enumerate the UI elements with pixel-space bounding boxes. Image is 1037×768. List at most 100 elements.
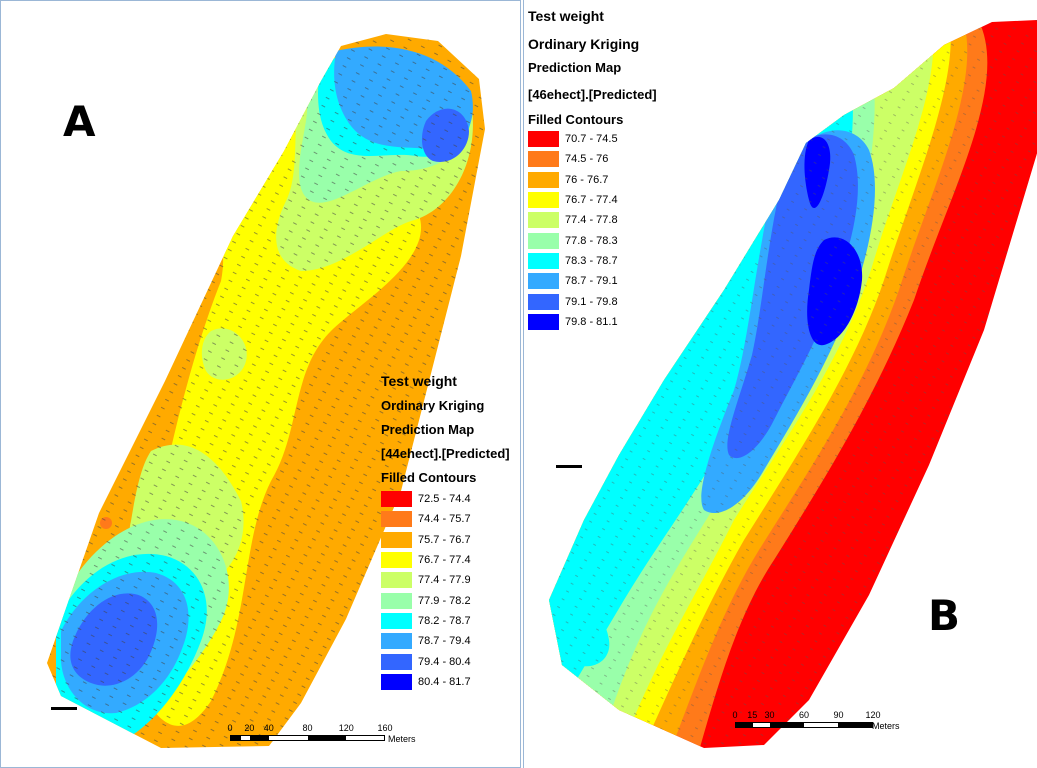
scale-tick-label: 0 bbox=[732, 710, 738, 720]
legend-class-item: 77.4 - 77.9 bbox=[381, 570, 510, 590]
legend-class-label: 70.7 - 74.5 bbox=[565, 133, 618, 146]
map-panel-b: Test weight Ordinary Kriging Prediction … bbox=[523, 0, 1037, 768]
legend-class-item: 78.7 - 79.1 bbox=[528, 271, 657, 291]
legend-swatch bbox=[528, 131, 559, 148]
scale-unit: Meters bbox=[872, 721, 900, 731]
legend-class-item: 74.5 - 76 bbox=[528, 149, 657, 169]
panel-label-b: B bbox=[928, 591, 961, 640]
legend-map-type: Prediction Map bbox=[528, 60, 622, 75]
scale-tick-label: 120 bbox=[865, 710, 881, 720]
legend-swatch bbox=[381, 531, 412, 548]
legend-class-item: 76 - 76.7 bbox=[528, 170, 657, 190]
legend-class-label: 78.7 - 79.4 bbox=[418, 635, 471, 648]
scale-tick-label: 0 bbox=[227, 723, 233, 733]
legend-swatch bbox=[528, 232, 559, 249]
legend-swatch bbox=[381, 653, 412, 670]
legend-swatch bbox=[528, 293, 559, 310]
legend-class-item: 76.7 - 77.4 bbox=[528, 190, 657, 210]
scale-unit: Meters bbox=[388, 734, 416, 744]
legend-swatch bbox=[528, 192, 559, 209]
legend-class-item: 77.4 - 77.8 bbox=[528, 210, 657, 230]
legend-swatch bbox=[381, 612, 412, 629]
legend-class-item: 80.4 - 81.7 bbox=[381, 672, 510, 692]
legend-class-item: 72.5 - 74.4 bbox=[381, 489, 510, 509]
scale-tick-labels: 0 20 40 80 120 160 bbox=[227, 723, 392, 735]
panel-label-a: A bbox=[63, 97, 96, 146]
scale-tick-label: 60 bbox=[798, 710, 810, 720]
legend-class-item: 79.1 - 79.8 bbox=[528, 291, 657, 311]
legend-swatch bbox=[381, 673, 412, 690]
legend-swatch bbox=[528, 151, 559, 168]
legend-class-list: 72.5 - 74.4 74.4 - 75.7 75.7 - 76.7 76.7 - … bbox=[381, 489, 510, 692]
legend-class-label: 77.4 - 77.9 bbox=[418, 574, 471, 587]
legend-swatch bbox=[381, 572, 412, 589]
legend-swatch bbox=[381, 491, 412, 508]
scale-bar-b: 0 15 30 60 90 120 Meters bbox=[732, 710, 899, 731]
legend-class-label: 76 - 76.7 bbox=[565, 173, 609, 186]
legend-class-item: 78.3 - 78.7 bbox=[528, 251, 657, 271]
scale-bar-segments bbox=[230, 735, 385, 741]
legend-swatch bbox=[381, 552, 412, 569]
legend-swatch bbox=[381, 511, 412, 528]
legend-contour-heading: Filled Contours bbox=[381, 470, 477, 485]
legend-swatch bbox=[528, 212, 559, 229]
legend-class-label: 76.7 - 77.4 bbox=[418, 554, 471, 567]
scale-bar-a: 0 20 40 80 120 160 Meters bbox=[227, 723, 415, 744]
legend-class-label: 74.4 - 75.7 bbox=[418, 513, 471, 526]
legend-class-label: 79.1 - 79.8 bbox=[565, 295, 618, 308]
legend-class-item: 75.7 - 76.7 bbox=[381, 530, 510, 550]
legend-swatch bbox=[528, 273, 559, 290]
legend-class-label: 79.4 - 80.4 bbox=[418, 655, 471, 668]
legend-class-item: 78.7 - 79.4 bbox=[381, 631, 510, 651]
scale-tick-label: 160 bbox=[377, 723, 393, 733]
legend-title: Test weight bbox=[528, 8, 604, 24]
scale-tick-mark bbox=[51, 707, 77, 710]
legend-class-label: 72.5 - 74.4 bbox=[418, 493, 471, 506]
scale-tick-label: 40 bbox=[263, 723, 274, 733]
legend-class-label: 74.5 - 76 bbox=[565, 153, 609, 166]
map-panel-a: A Test weight Ordinary Kriging Predictio… bbox=[0, 0, 521, 768]
legend-swatch bbox=[381, 633, 412, 650]
scale-tick-labels: 0 15 30 60 90 120 bbox=[732, 710, 880, 722]
legend-title: Test weight bbox=[381, 373, 457, 389]
legend-layer: [46ehect].[Predicted] bbox=[528, 87, 657, 102]
legend-method: Ordinary Kriging bbox=[528, 36, 640, 52]
legend-class-label: 77.9 - 78.2 bbox=[418, 594, 471, 607]
prediction-map-a bbox=[47, 34, 485, 748]
legend-class-label: 78.2 - 78.7 bbox=[418, 614, 471, 627]
legend-class-label: 78.7 - 79.1 bbox=[565, 275, 618, 288]
legend-method: Ordinary Kriging bbox=[381, 398, 485, 413]
legend-class-item: 79.4 - 80.4 bbox=[381, 651, 510, 671]
legend-map-type: Prediction Map bbox=[381, 422, 475, 437]
legend-class-list: 70.7 - 74.5 74.5 - 76 76 - 76.7 76.7 - 77.4… bbox=[528, 129, 657, 332]
legend-class-label: 77.8 - 78.3 bbox=[565, 234, 618, 247]
legend-a: Test weight Ordinary Kriging Prediction … bbox=[381, 373, 510, 692]
legend-swatch bbox=[528, 313, 559, 330]
legend-class-item: 79.8 - 81.1 bbox=[528, 312, 657, 332]
legend-contour-heading: Filled Contours bbox=[528, 112, 624, 127]
legend-class-item: 70.7 - 74.5 bbox=[528, 129, 657, 149]
legend-swatch bbox=[528, 252, 559, 269]
scale-tick-label: 20 bbox=[244, 723, 255, 733]
legend-swatch bbox=[381, 592, 412, 609]
legend-class-label: 76.7 - 77.4 bbox=[565, 194, 618, 207]
scale-tick-label: 120 bbox=[338, 723, 354, 733]
prediction-map-b bbox=[549, 20, 1037, 748]
legend-class-item: 77.9 - 78.2 bbox=[381, 590, 510, 610]
legend-class-label: 80.4 - 81.7 bbox=[418, 675, 471, 688]
scale-tick-label: 15 bbox=[747, 710, 758, 720]
legend-class-label: 77.4 - 77.8 bbox=[565, 214, 618, 227]
scale-tick-label: 30 bbox=[764, 710, 775, 720]
scale-tick-label: 90 bbox=[833, 710, 844, 720]
legend-b: Test weight Ordinary Kriging Prediction … bbox=[528, 8, 657, 332]
legend-class-label: 79.8 - 81.1 bbox=[565, 315, 618, 328]
legend-class-item: 74.4 - 75.7 bbox=[381, 509, 510, 529]
scale-tick-mark bbox=[556, 465, 582, 468]
legend-layer: [44ehect].[Predicted] bbox=[381, 446, 510, 461]
legend-class-label: 78.3 - 78.7 bbox=[565, 254, 618, 267]
legend-class-item: 78.2 - 78.7 bbox=[381, 611, 510, 631]
legend-class-item: 77.8 - 78.3 bbox=[528, 230, 657, 250]
legend-class-item: 76.7 - 77.4 bbox=[381, 550, 510, 570]
legend-swatch bbox=[528, 171, 559, 188]
scale-bar-segments bbox=[735, 722, 873, 728]
